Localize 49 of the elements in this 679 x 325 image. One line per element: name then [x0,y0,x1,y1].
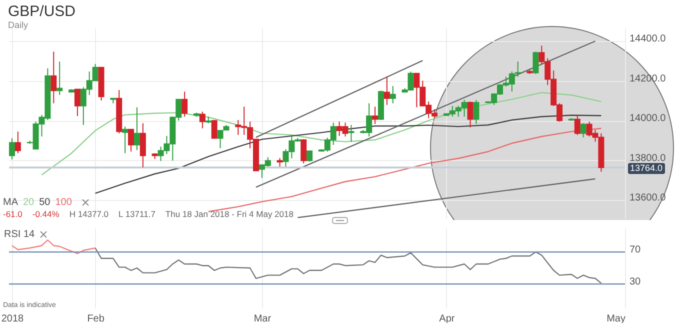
chart-title: RSI 14 [4,229,36,240]
candlestick [14,131,21,154]
y-tick-label: 13800.0 [630,152,666,164]
candlestick [390,86,396,104]
line-series [94,114,602,194]
candlestick [74,88,80,117]
line-series [11,239,96,254]
candlestick [574,114,580,136]
candlestick [580,122,586,138]
chart-subtitle: Daily [8,20,28,30]
candlestick [532,51,539,74]
y-tick-label: 14000.0 [630,113,666,124]
line-series [208,128,602,212]
candlestick [140,122,146,168]
annotation: Thu 18 Jan 2018 - Fri 4 May 2018 [165,209,294,219]
x-tick-label: Feb [87,314,105,324]
candlestick [50,51,57,104]
candlestick [128,128,134,152]
annotation: -61.0 [3,209,22,219]
line-series [94,247,602,284]
candlestick [182,91,188,118]
annotation: -0.44% [32,209,60,219]
ref-line-label: 13764.0 [628,163,665,174]
y-tick-label: 70 [630,244,642,256]
candlestick [384,76,390,106]
annotation: H 14377.0 [69,209,109,219]
legend-title: MA [3,197,18,208]
text: 50 [39,197,50,208]
candlestick [372,106,378,124]
y-tick-label: 30 [630,276,642,288]
chart-title: GBP/USD [8,3,76,20]
candlestick [122,126,128,154]
candlestick [199,111,206,129]
text: 100 [55,197,72,208]
candlestick [306,150,313,162]
y-tick-label: 14400.0 [630,34,666,45]
candlestick [473,99,480,124]
x-tick-label: Mar [254,314,272,324]
text: 20 [23,197,34,208]
candlestick [9,138,15,160]
candlestick [211,120,218,139]
candlestick [348,124,354,142]
candlestick [134,106,140,151]
candlestick [56,61,63,96]
candlestick [467,101,474,128]
annotation: L 13711.7 [118,209,156,219]
line-series [41,92,602,176]
candlestick [300,138,307,164]
x-tick-label: 2018 [1,314,24,324]
